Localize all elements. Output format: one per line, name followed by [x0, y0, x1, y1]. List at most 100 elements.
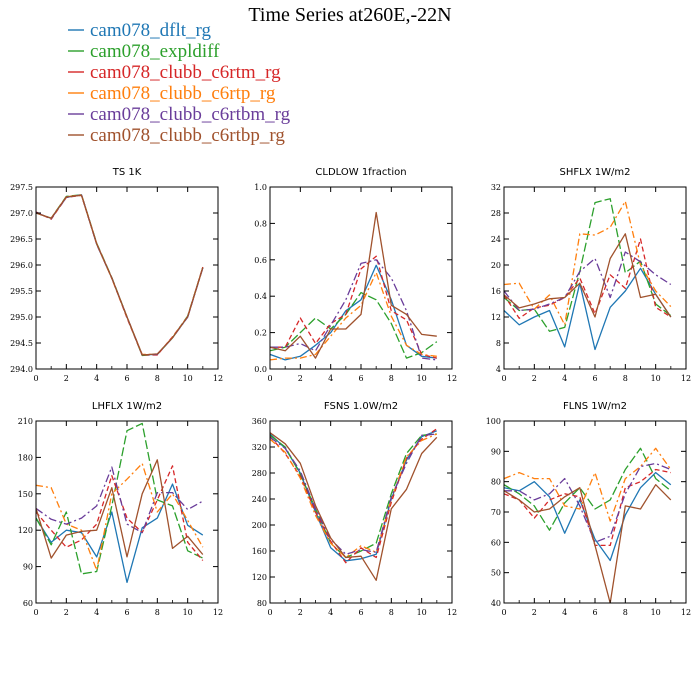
- series-line: [504, 468, 671, 547]
- x-tick-label: 10: [417, 374, 427, 383]
- y-tick-label: 90: [23, 563, 33, 572]
- series-line: [270, 255, 437, 359]
- series-line: [504, 267, 672, 351]
- legend-entry: cam078_clubb_c6rtbm_rg: [90, 104, 291, 125]
- x-tick-label: 8: [389, 608, 394, 617]
- y-tick-label: 200: [252, 521, 267, 530]
- legend-entry: cam078_clubb_c6rtp_rg: [90, 83, 276, 104]
- panel-title: SHFLX 1W/m2: [560, 167, 631, 178]
- y-tick-label: 0.2: [254, 329, 267, 338]
- x-tick-label: 10: [183, 374, 193, 383]
- y-tick-label: 210: [18, 417, 33, 426]
- series-group: [270, 211, 438, 361]
- series-line: [504, 484, 672, 603]
- y-tick-label: 16: [491, 287, 501, 296]
- y-tick-label: 80: [257, 599, 267, 608]
- y-tick-label: 4: [496, 365, 501, 374]
- y-tick-label: 20: [491, 261, 501, 270]
- legend-entry: cam078_clubb_c6rtbp_rg: [90, 125, 285, 146]
- y-tick-label: 280: [252, 469, 267, 478]
- x-tick-label: 12: [447, 608, 457, 617]
- y-tick-label: 32: [491, 183, 501, 192]
- y-tick-label: 90: [491, 447, 501, 456]
- y-tick-label: 297.0: [10, 209, 33, 218]
- x-tick-label: 6: [358, 608, 363, 617]
- series-line: [270, 432, 438, 581]
- series-line: [270, 433, 437, 555]
- x-tick-label: 12: [681, 374, 691, 383]
- x-tick-label: 8: [155, 608, 160, 617]
- legend-entry: cam078_dflt_rg: [90, 20, 212, 41]
- y-tick-label: 0.6: [254, 256, 267, 265]
- x-tick-label: 12: [213, 374, 223, 383]
- series-line: [504, 471, 672, 562]
- panel-title: TS 1K: [112, 167, 142, 178]
- panel-title: FLNS 1W/m2: [563, 401, 627, 412]
- x-tick-label: 2: [298, 374, 303, 383]
- y-tick-label: 8: [496, 339, 501, 348]
- series-group: [36, 422, 204, 584]
- y-tick-label: 240: [252, 495, 267, 504]
- series-line: [36, 462, 204, 571]
- y-tick-label: 296.0: [10, 261, 33, 270]
- x-tick-label: 6: [592, 608, 597, 617]
- panel-title: CLDLOW 1fraction: [315, 167, 406, 178]
- x-tick-label: 4: [328, 608, 333, 617]
- x-tick-label: 4: [562, 608, 567, 617]
- series-group: [36, 194, 204, 357]
- y-tick-label: 1.0: [254, 183, 267, 192]
- x-tick-label: 0: [33, 374, 38, 383]
- x-tick-label: 4: [94, 374, 99, 383]
- x-tick-label: 12: [213, 608, 223, 617]
- x-tick-label: 6: [124, 374, 129, 383]
- x-tick-label: 6: [124, 608, 129, 617]
- x-tick-label: 10: [183, 608, 193, 617]
- x-tick-label: 10: [417, 608, 427, 617]
- series-line: [504, 462, 672, 543]
- x-tick-label: 0: [33, 608, 38, 617]
- chart-panel: FLNS 1W/m2 0 2 4 6 8 10 12 40 50 60 70 80 90 100: [486, 401, 691, 617]
- x-tick-label: 4: [328, 374, 333, 383]
- series-line: [270, 211, 437, 359]
- series-group: [270, 428, 438, 581]
- chart-panel: LHFLX 1W/m2 0 2 4 6 8 10 12 60 90 120 150 180 210: [18, 401, 223, 617]
- series-group: [504, 447, 672, 603]
- x-tick-label: 6: [592, 374, 597, 383]
- y-tick-label: 100: [486, 417, 501, 426]
- x-tick-label: 0: [267, 374, 272, 383]
- y-tick-label: 70: [491, 508, 501, 517]
- y-tick-label: 28: [491, 209, 501, 218]
- y-tick-label: 297.5: [10, 183, 33, 192]
- y-tick-label: 40: [491, 599, 501, 608]
- y-tick-label: 180: [18, 453, 33, 462]
- y-tick-label: 294.0: [10, 365, 33, 374]
- chart-panel: TS 1K 0 2 4 6 8 10 12 294.0 294.5 295.0 295.5 296.0 2…: [10, 167, 223, 383]
- y-tick-label: 12: [491, 313, 501, 322]
- y-tick-label: 295.0: [10, 313, 33, 322]
- series-line: [36, 483, 204, 584]
- y-tick-label: 80: [491, 478, 501, 487]
- y-tick-label: 50: [491, 569, 501, 578]
- y-tick-label: 150: [18, 490, 33, 499]
- x-tick-label: 12: [681, 608, 691, 617]
- series-line: [36, 459, 204, 559]
- y-tick-label: 120: [252, 573, 267, 582]
- x-tick-label: 6: [358, 374, 363, 383]
- y-tick-label: 0.8: [254, 219, 267, 228]
- x-tick-label: 12: [447, 374, 457, 383]
- series-line: [270, 291, 438, 359]
- y-tick-label: 320: [252, 443, 267, 452]
- panel-title: LHFLX 1W/m2: [92, 401, 162, 412]
- x-tick-label: 8: [623, 374, 628, 383]
- y-tick-label: 294.5: [10, 339, 33, 348]
- x-tick-label: 4: [562, 374, 567, 383]
- series-line: [504, 251, 672, 312]
- chart-panel: CLDLOW 1fraction 0 2 4 6 8 10 12 0.0 0.2 0.4 0.6 0.8…: [254, 167, 457, 383]
- y-tick-label: 296.5: [10, 235, 33, 244]
- chart-panel: FSNS 1.0W/m2 0 2 4 6 8 10 12 80 120 160 200 240 280 32…: [252, 401, 457, 617]
- series-line: [270, 271, 437, 361]
- x-tick-label: 2: [532, 374, 537, 383]
- legend-entry: cam078_expldiff: [90, 41, 220, 62]
- panels: TS 1K0 2 4 6 8 10 12294.0294.5295.0295.5296.02…: [10, 167, 691, 617]
